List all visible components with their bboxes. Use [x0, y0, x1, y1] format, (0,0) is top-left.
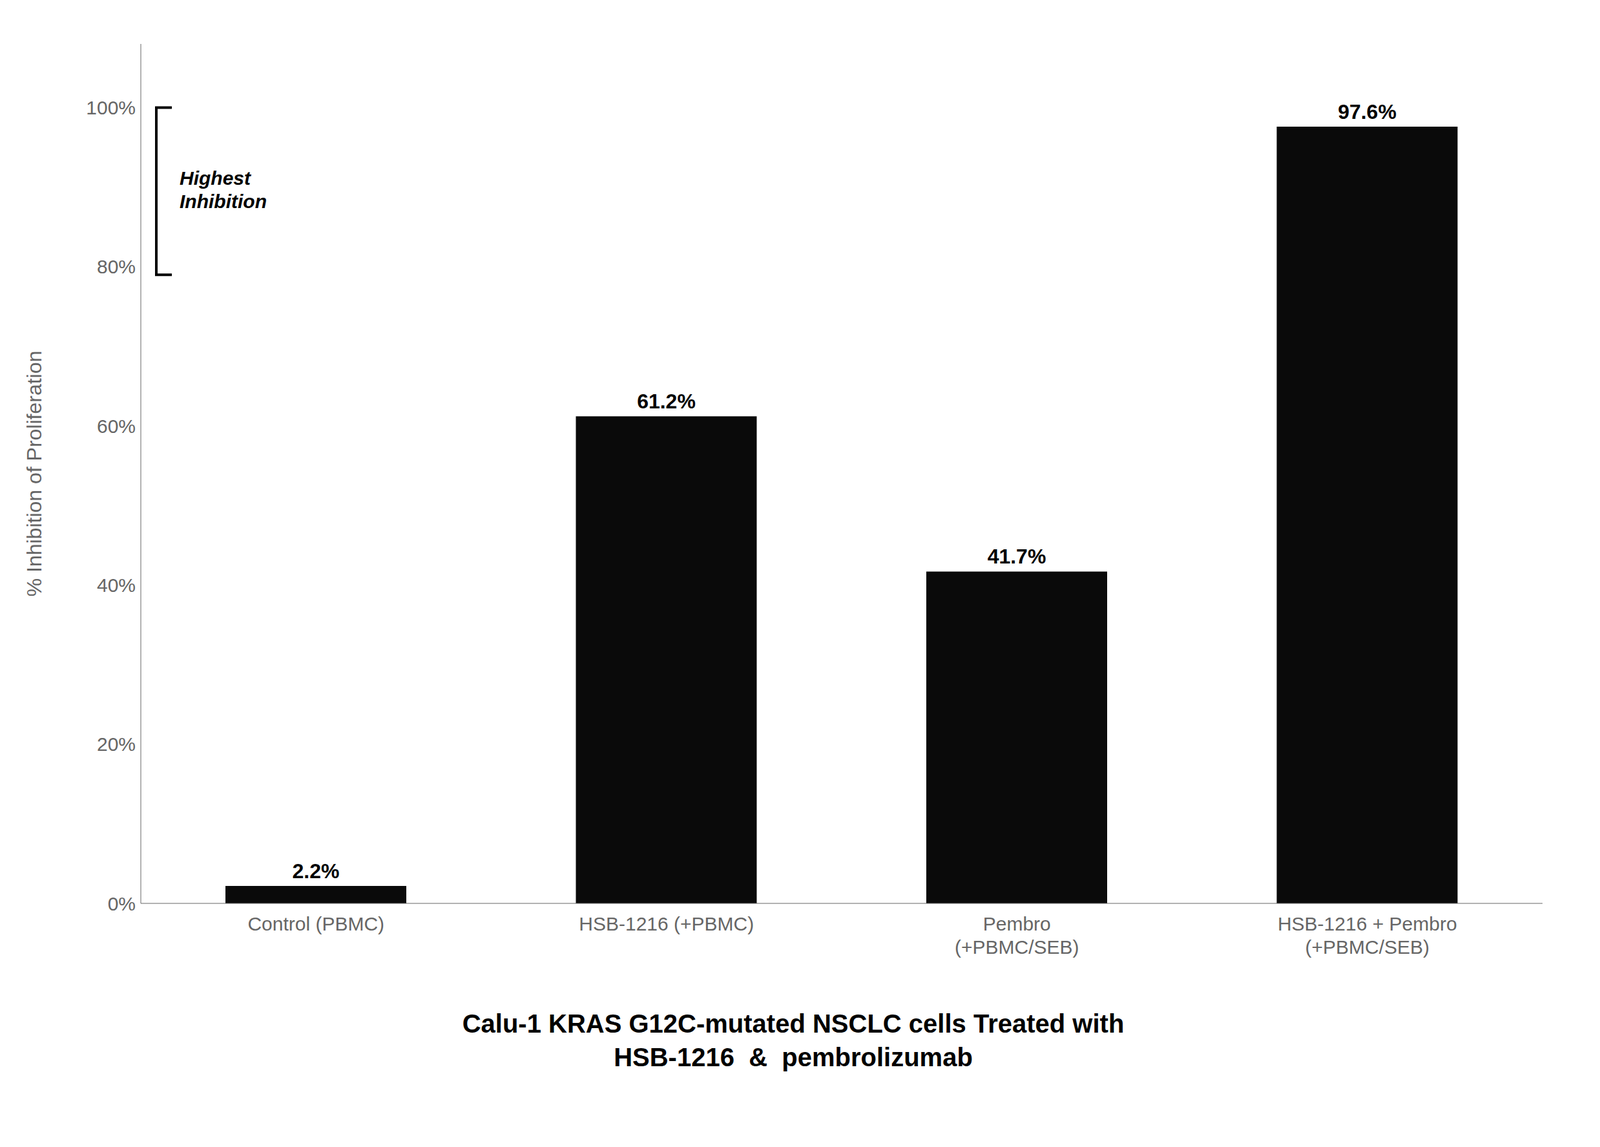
- svg-text:HSB-1216 + Pembro(+PBMC/SEB): HSB-1216 + Pembro(+PBMC/SEB): [1277, 912, 1458, 958]
- svg-text:60%: 60%: [96, 415, 136, 437]
- svg-text:41.7%: 41.7%: [987, 544, 1047, 568]
- svg-text:HighestInhibition: HighestInhibition: [179, 167, 267, 212]
- svg-text:Pembro(+PBMC/SEB): Pembro(+PBMC/SEB): [954, 912, 1080, 958]
- svg-text:40%: 40%: [96, 574, 136, 596]
- svg-text:HSB-1216 (+PBMC): HSB-1216 (+PBMC): [578, 912, 754, 935]
- svg-text:% Inhibition of Proliferation: % Inhibition of Proliferation: [22, 350, 46, 597]
- svg-text:61.2%: 61.2%: [636, 389, 696, 413]
- svg-text:0%: 0%: [107, 892, 136, 915]
- svg-text:100%: 100%: [85, 96, 136, 119]
- svg-text:97.6%: 97.6%: [1337, 100, 1397, 124]
- svg-text:Control (PBMC): Control (PBMC): [247, 912, 385, 935]
- svg-text:20%: 20%: [96, 733, 136, 755]
- html-text:Calu-1 KRAS G12C-mutated NSCLC: Calu-1 KRAS G12C-mutated NSCLC cells Tre…: [462, 1008, 1125, 1071]
- svg-text:80%: 80%: [96, 255, 136, 278]
- svg-text:2.2%: 2.2%: [292, 859, 340, 883]
